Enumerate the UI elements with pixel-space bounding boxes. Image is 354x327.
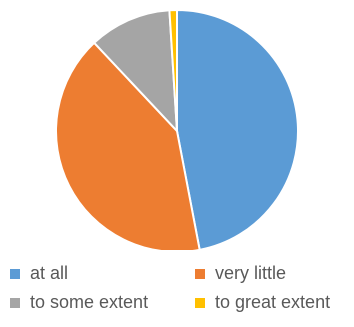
legend-swatch-at-all	[10, 268, 20, 279]
legend-label-very-little: very little	[215, 263, 287, 283]
legend-swatch-to-some-extent	[10, 297, 20, 308]
legend-swatch-very-little	[195, 268, 205, 279]
legend: at all very little to some extent to gre…	[0, 250, 354, 327]
legend-item-to-some-extent: to some extent	[10, 292, 148, 313]
legend-label-at-all: at all	[30, 263, 69, 283]
legend-label-to-great-extent: to great extent	[215, 292, 331, 312]
pie-chart	[55, 8, 299, 250]
pie-slice-at-all	[176, 8, 299, 250]
legend-swatch-to-great-extent	[195, 297, 205, 308]
pie-slice-very-little	[55, 41, 201, 250]
pie-slice-to-great-extent	[168, 8, 178, 132]
legend-item-very-little: very little	[195, 263, 286, 284]
legend-label-to-some-extent: to some extent	[30, 292, 149, 312]
legend-item-to-great-extent: to great extent	[195, 292, 330, 313]
legend-item-at-all: at all	[10, 263, 68, 284]
pie-slice-to-some-extent	[92, 9, 179, 134]
